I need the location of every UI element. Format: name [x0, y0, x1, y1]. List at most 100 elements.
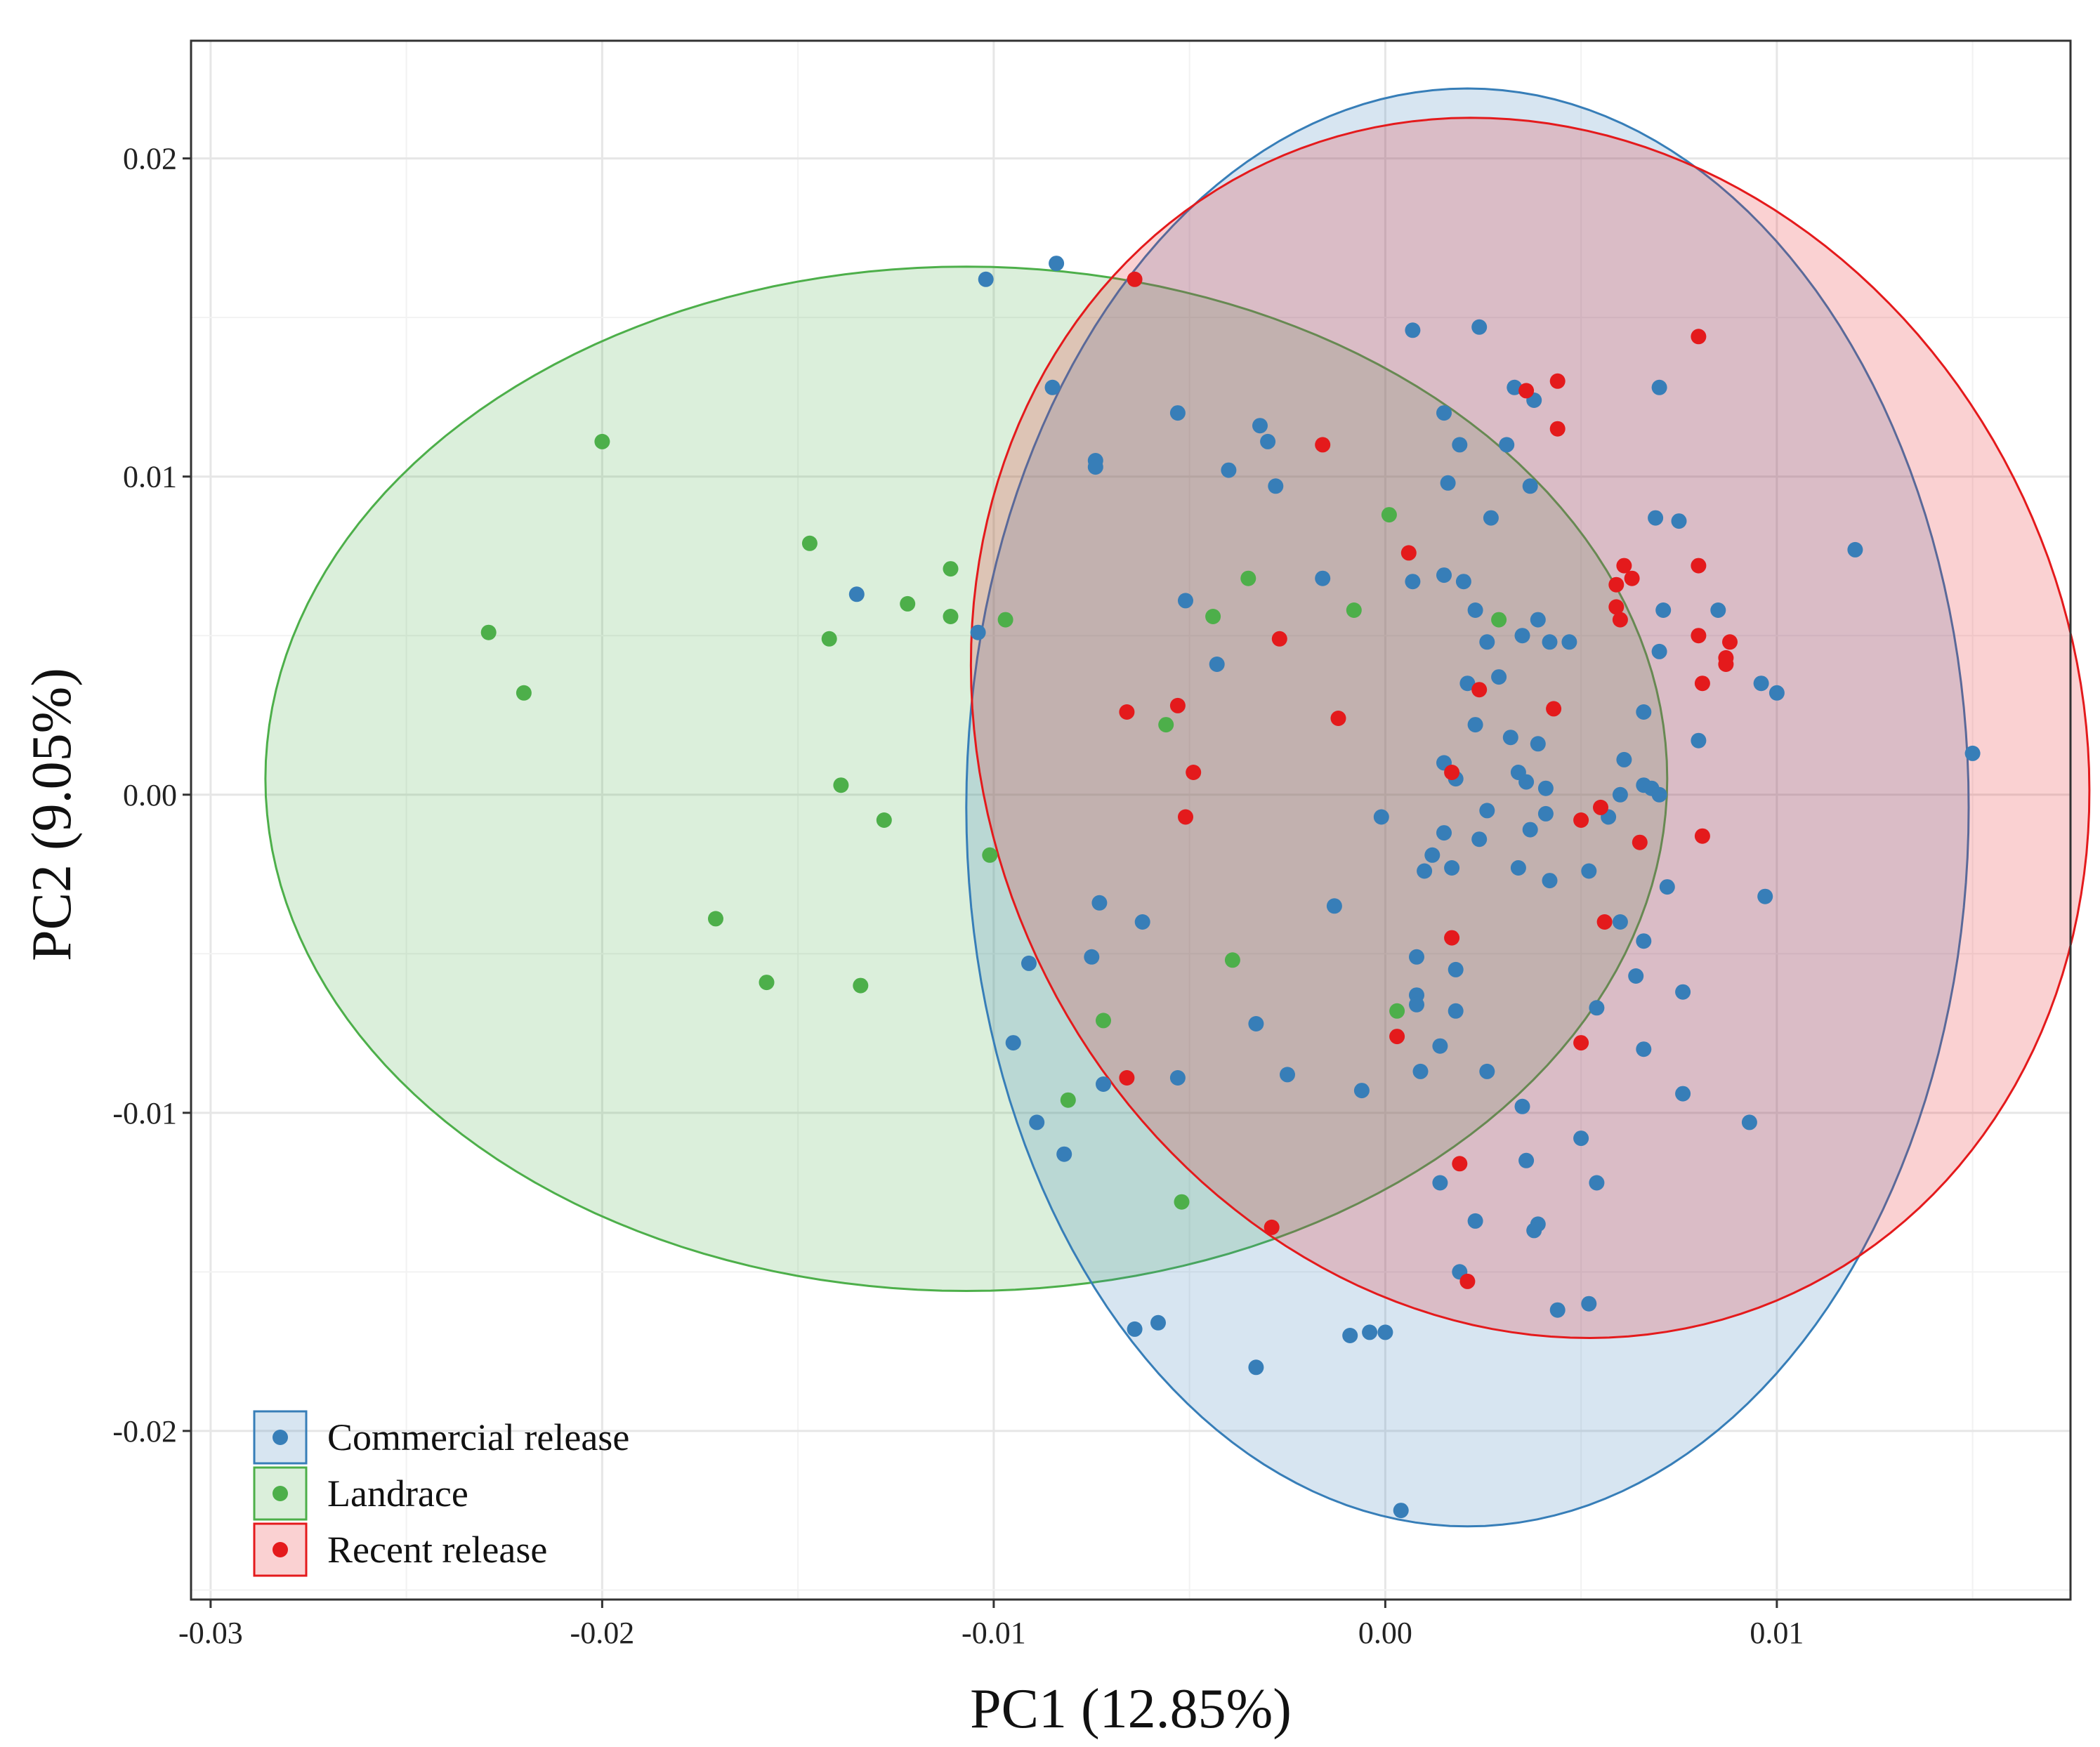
point-landrace	[900, 595, 916, 612]
point-recent	[1452, 1156, 1468, 1172]
point-recent	[1608, 576, 1625, 593]
grid-lines	[191, 41, 2071, 1600]
point-recent	[1169, 697, 1186, 713]
point-commercial	[1405, 322, 1421, 338]
y-tick-label: -0.01	[112, 1096, 177, 1130]
point-commercial	[1373, 809, 1389, 825]
point-landrace	[1346, 602, 1362, 618]
point-commercial	[1479, 803, 1495, 819]
point-landrace	[708, 911, 723, 927]
point-commercial	[1522, 822, 1538, 838]
point-commercial	[1440, 475, 1456, 491]
x-tick-label: 0.00	[1358, 1616, 1412, 1650]
point-commercial	[1248, 1359, 1264, 1376]
legend: Commercial release Landrace Recent release	[253, 1410, 629, 1577]
point-commercial	[1651, 643, 1667, 659]
point-commercial	[1655, 602, 1672, 618]
point-commercial	[1467, 602, 1483, 618]
point-commercial	[1753, 675, 1769, 692]
point-commercial	[1315, 570, 1331, 586]
point-recent	[1315, 437, 1331, 453]
point-landrace	[943, 609, 959, 624]
point-recent	[1330, 711, 1346, 726]
point-commercial	[1537, 805, 1554, 822]
point-recent	[1186, 765, 1202, 780]
point-commercial	[1326, 898, 1342, 914]
point-landrace	[982, 847, 998, 863]
point-commercial	[1432, 1175, 1448, 1191]
point-commercial	[1150, 1314, 1166, 1331]
legend-marker-landrace	[273, 1486, 288, 1501]
point-commercial	[1084, 949, 1100, 965]
point-commercial	[1280, 1067, 1295, 1083]
point-commercial	[1268, 478, 1284, 494]
point-commercial	[1005, 1035, 1021, 1051]
point-landrace	[1224, 952, 1240, 968]
ellipse-commercial	[965, 87, 1970, 1528]
point-commercial	[1675, 1086, 1691, 1102]
point-commercial	[1169, 1070, 1186, 1086]
point-landrace	[516, 685, 532, 701]
point-landrace	[997, 612, 1013, 628]
point-commercial	[1248, 1016, 1264, 1031]
point-commercial	[1581, 863, 1597, 879]
point-commercial	[1459, 675, 1476, 692]
point-landrace	[1381, 507, 1397, 523]
point-recent	[1608, 599, 1625, 615]
point-landrace	[876, 812, 892, 828]
point-commercial	[1260, 433, 1276, 449]
point-commercial	[1455, 574, 1471, 590]
y-tick-label: 0.00	[123, 778, 177, 812]
point-landrace	[1240, 570, 1256, 586]
point-recent	[1549, 373, 1566, 389]
point-recent	[1596, 914, 1613, 930]
point-landrace	[853, 977, 869, 994]
point-commercial	[1209, 657, 1225, 672]
point-recent	[1632, 834, 1648, 850]
point-commercial	[1436, 825, 1452, 841]
point-recent	[1389, 1029, 1405, 1045]
point-commercial	[970, 624, 986, 640]
point-commercial	[1507, 379, 1523, 395]
point-commercial	[1510, 860, 1526, 876]
point-commercial	[1417, 863, 1433, 879]
point-commercial	[1636, 1041, 1652, 1057]
point-commercial	[1522, 478, 1538, 494]
point-recent	[1573, 1035, 1589, 1051]
point-commercial	[1537, 780, 1554, 796]
point-commercial	[1741, 1114, 1757, 1130]
point-landrace	[1174, 1194, 1190, 1210]
point-commercial	[1377, 1324, 1393, 1340]
point-commercial	[1757, 888, 1773, 904]
point-commercial	[1049, 256, 1065, 272]
x-tick-label: -0.03	[178, 1616, 243, 1650]
point-commercial	[1616, 751, 1632, 767]
point-landrace	[1060, 1092, 1076, 1108]
point-commercial	[1691, 732, 1707, 749]
point-commercial	[1436, 405, 1452, 421]
x-tick-label: -0.02	[570, 1616, 635, 1650]
point-recent	[1119, 704, 1135, 720]
point-landrace	[943, 561, 959, 577]
point-recent	[1546, 701, 1562, 717]
point-commercial	[1675, 984, 1691, 1000]
point-commercial	[1467, 717, 1483, 733]
point-commercial	[1542, 873, 1558, 889]
point-recent	[1616, 558, 1632, 574]
point-landrace	[801, 535, 818, 551]
point-commercial	[1648, 510, 1664, 526]
point-commercial	[1514, 628, 1530, 644]
point-recent	[1271, 631, 1287, 647]
point-commercial	[1581, 1296, 1597, 1312]
point-recent	[1691, 329, 1707, 345]
point-commercial	[1612, 914, 1628, 930]
point-recent	[1264, 1219, 1280, 1235]
point-commercial	[1169, 405, 1186, 421]
legend-label-landrace: Landrace	[327, 1472, 468, 1515]
point-commercial	[1636, 933, 1652, 949]
point-recent	[1400, 545, 1417, 561]
point-commercial	[848, 586, 865, 602]
x-axis-title: PC1 (12.85%)	[970, 1678, 1292, 1740]
point-landrace	[821, 631, 837, 647]
point-commercial	[1502, 730, 1518, 746]
